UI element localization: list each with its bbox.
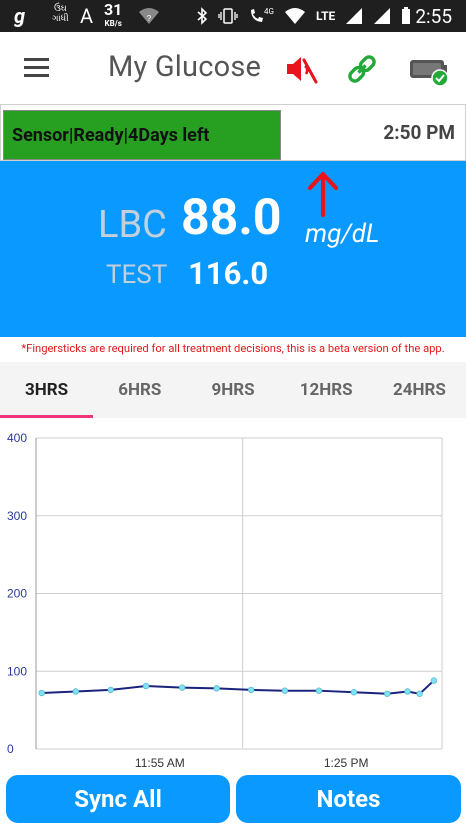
data-point: [404, 688, 411, 695]
status-speed-value: 31: [104, 0, 123, 19]
network-4g-label: 4G: [264, 6, 274, 16]
battery-status-icon: [402, 7, 411, 24]
test-value: 116.0: [188, 255, 269, 292]
sensor-status-badge: Sensor|Ready|4Days left: [3, 110, 281, 160]
status-data-speed: 31 KB/s: [104, 0, 123, 31]
app-title: My Glucose: [108, 50, 262, 84]
data-point: [383, 690, 391, 697]
sensor-row: Sensor|Ready|4Days left 2:50 PM: [0, 104, 466, 161]
lte-label: LTE: [315, 9, 336, 23]
status-a-icon: A: [80, 4, 94, 28]
wifi-question-icon: ?: [138, 0, 160, 32]
device-battery-icon[interactable]: [408, 54, 452, 88]
data-point: [142, 682, 150, 690]
call-4g-icon: [251, 9, 263, 22]
status-icons: 4G LTE: [196, 0, 411, 32]
y-tick-label: 0: [7, 742, 14, 756]
data-point: [430, 677, 438, 684]
data-point: [416, 690, 423, 697]
status-small-text-1: ઉંઘ: [54, 4, 67, 14]
svg-text:?: ?: [147, 14, 152, 23]
x-tick-label: 1:25 PM: [324, 756, 369, 770]
y-tick-label: 400: [7, 431, 27, 445]
y-tick-label: 100: [7, 664, 27, 678]
reading-panel: LBC 88.0 mg/dL TEST 116.0: [0, 161, 466, 337]
vibrate-icon: [218, 8, 238, 24]
disclaimer-text: *Fingersticks are required for all treat…: [21, 342, 445, 355]
tab-6hrs[interactable]: 6HRS: [118, 380, 162, 400]
sensor-time: 2:50 PM: [383, 121, 455, 144]
bluetooth-icon: [197, 7, 208, 25]
data-point: [350, 689, 358, 696]
data-point: [315, 687, 323, 694]
y-tick-label: 300: [7, 509, 27, 523]
status-time: 2:55: [415, 4, 452, 28]
y-tick-label: 200: [7, 587, 27, 601]
notes-button[interactable]: Notes: [236, 775, 461, 823]
sync-all-button[interactable]: Sync All: [6, 775, 230, 823]
volume-mute-icon[interactable]: [284, 52, 318, 86]
trend-up-arrow-icon: [307, 171, 339, 217]
x-tick-label: 11:55 AM: [135, 756, 185, 770]
data-point: [247, 686, 255, 694]
glucose-chart-svg: 0 100 200 300 400 11:55 AM 1:25 PM: [7, 431, 443, 770]
wifi-icon: [284, 8, 305, 24]
tab-3hrs[interactable]: 3HRS: [0, 362, 94, 418]
lbc-value: 88.0: [181, 189, 282, 247]
glucose-line: [41, 679, 435, 695]
data-point: [281, 687, 289, 694]
signal-icon-2: [374, 8, 391, 24]
data-point: [107, 686, 114, 694]
menu-icon[interactable]: [24, 58, 49, 78]
status-small-text: ઉંઘ ગાંધી: [52, 4, 69, 24]
data-point: [213, 685, 220, 692]
glucose-unit: mg/dL: [305, 219, 380, 249]
time-range-tabs: 3HRS 6HRS 9HRS 12HRS 24HRS: [0, 362, 466, 418]
signal-icon: [346, 8, 363, 24]
tab-24hrs[interactable]: 24HRS: [392, 380, 446, 400]
data-point: [38, 689, 45, 697]
tab-9hrs[interactable]: 9HRS: [211, 380, 255, 400]
toolbar: My Glucose: [0, 32, 466, 104]
tab-12hrs[interactable]: 12HRS: [299, 380, 353, 400]
status-app-glyph: g: [14, 4, 26, 28]
data-point: [72, 688, 79, 695]
status-speed-unit: KB/s: [104, 19, 122, 28]
glucose-chart[interactable]: 0 100 200 300 400 11:55 AM 1:25 PM: [0, 420, 466, 772]
link-icon[interactable]: [345, 52, 379, 86]
data-point: [178, 684, 186, 691]
lbc-label: LBC: [98, 203, 167, 247]
test-label: TEST: [106, 260, 168, 290]
status-small-text-2: ગાંધી: [52, 14, 69, 24]
status-bar: g ઉંઘ ગાંધી A 31 KB/s ? 4G LTE 2:55: [0, 0, 466, 32]
